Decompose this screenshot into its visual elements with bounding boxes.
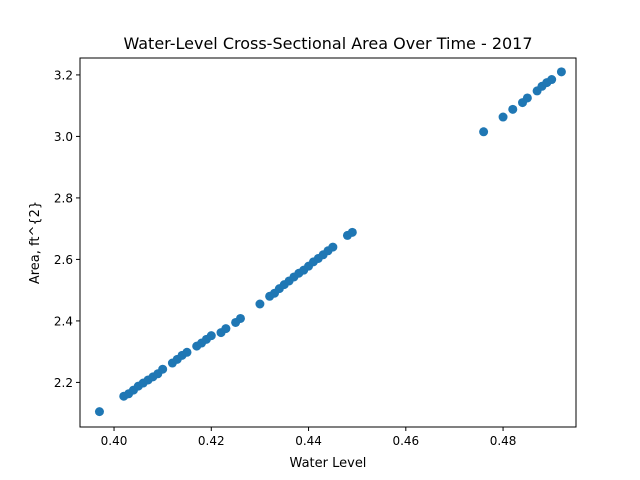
data-point bbox=[255, 299, 265, 309]
plot-frame bbox=[79, 57, 577, 428]
data-point bbox=[498, 112, 508, 122]
y-tick-label: 3.2 bbox=[54, 68, 73, 82]
data-point bbox=[556, 67, 566, 77]
y-axis-label: Area, ft^{2} bbox=[28, 201, 43, 284]
data-point bbox=[347, 227, 357, 237]
data-point bbox=[328, 242, 338, 252]
data-point bbox=[94, 407, 104, 417]
data-point bbox=[522, 93, 532, 103]
axis-ticks: 0.40 0.42 0.44 0.46 0.48 2.2 2.4 2.6 2.8 3.0 3.2 bbox=[54, 68, 517, 448]
data-point bbox=[479, 127, 489, 137]
data-point bbox=[235, 313, 245, 323]
y-tick-label: 2.6 bbox=[54, 253, 73, 267]
chart-title: Water-Level Cross-Sectional Area Over Ti… bbox=[123, 34, 532, 53]
data-points bbox=[94, 67, 566, 417]
x-tick-label: 0.48 bbox=[490, 434, 517, 448]
y-tick-label: 3.0 bbox=[54, 130, 73, 144]
x-tick-label: 0.44 bbox=[295, 434, 322, 448]
y-tick-label: 2.4 bbox=[54, 314, 73, 328]
x-tick-label: 0.40 bbox=[101, 434, 128, 448]
x-tick-label: 0.46 bbox=[392, 434, 419, 448]
data-point bbox=[547, 75, 557, 85]
x-axis-label: Water Level bbox=[290, 456, 367, 471]
y-tick-label: 2.8 bbox=[54, 191, 73, 205]
x-tick-label: 0.42 bbox=[198, 434, 225, 448]
data-point bbox=[206, 331, 216, 341]
data-point bbox=[182, 347, 192, 357]
data-point bbox=[221, 324, 231, 334]
data-point bbox=[508, 104, 518, 114]
data-point bbox=[158, 364, 168, 374]
y-tick-label: 2.2 bbox=[54, 376, 73, 390]
